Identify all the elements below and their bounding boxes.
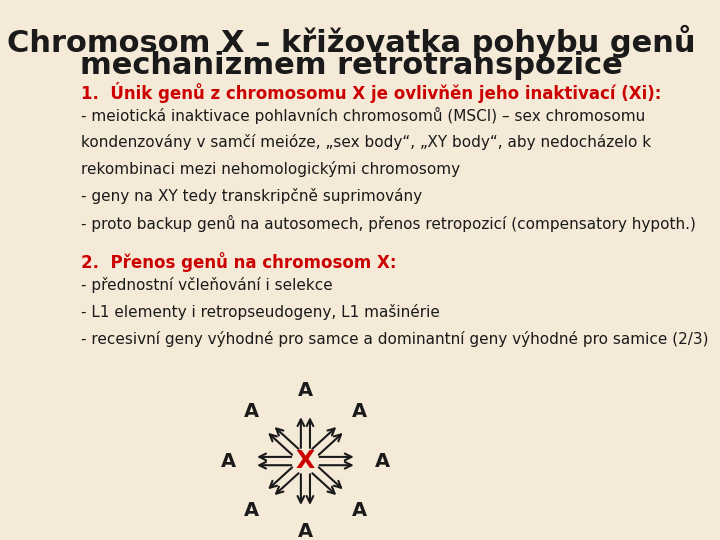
Text: kondenzovány v samčí meióze, „sex body“, „XY body“, aby nedocházelo k: kondenzovány v samčí meióze, „sex body“,…	[81, 134, 651, 150]
Text: A: A	[352, 402, 367, 421]
Text: - L1 elementy i retropseudogeny, L1 mašinérie: - L1 elementy i retropseudogeny, L1 maši…	[81, 304, 440, 320]
Text: A: A	[298, 381, 313, 401]
Text: - přednostní včleňování i selekce: - přednostní včleňování i selekce	[81, 277, 333, 293]
Text: rekombinaci mezi nehomologickými chromosomy: rekombinaci mezi nehomologickými chromos…	[81, 161, 460, 177]
Text: A: A	[221, 451, 236, 470]
Text: A: A	[352, 501, 367, 520]
Text: - recesivní geny výhodné pro samce a dominantní geny výhodné pro samice (2/3): - recesivní geny výhodné pro samce a dom…	[81, 331, 708, 347]
Text: A: A	[243, 501, 258, 520]
Text: - geny na XY tedy transkripčně suprimovány: - geny na XY tedy transkripčně suprimová…	[81, 188, 422, 204]
Text: 2.  Přenos genů na chromosom X:: 2. Přenos genů na chromosom X:	[81, 252, 396, 272]
Text: mechanizmem retrotranspozice: mechanizmem retrotranspozice	[79, 51, 622, 80]
Text: A: A	[298, 522, 313, 540]
Text: - meiotická inaktivace pohlavních chromosomů (MSCI) – sex chromosomu: - meiotická inaktivace pohlavních chromo…	[81, 107, 645, 124]
Text: 1.  Únik genů z chromosomu X je ovlivňěn jeho inaktivací (Xi):: 1. Únik genů z chromosomu X je ovlivňěn …	[81, 82, 661, 103]
Text: A: A	[243, 402, 258, 421]
Text: - proto backup genů na autosomech, přenos retropozicí (compensatory hypoth.): - proto backup genů na autosomech, přeno…	[81, 215, 696, 232]
Text: X: X	[296, 449, 315, 473]
Text: A: A	[374, 451, 390, 470]
Text: Chromosom X – křižovatka pohybu genů: Chromosom X – křižovatka pohybu genů	[6, 25, 695, 58]
